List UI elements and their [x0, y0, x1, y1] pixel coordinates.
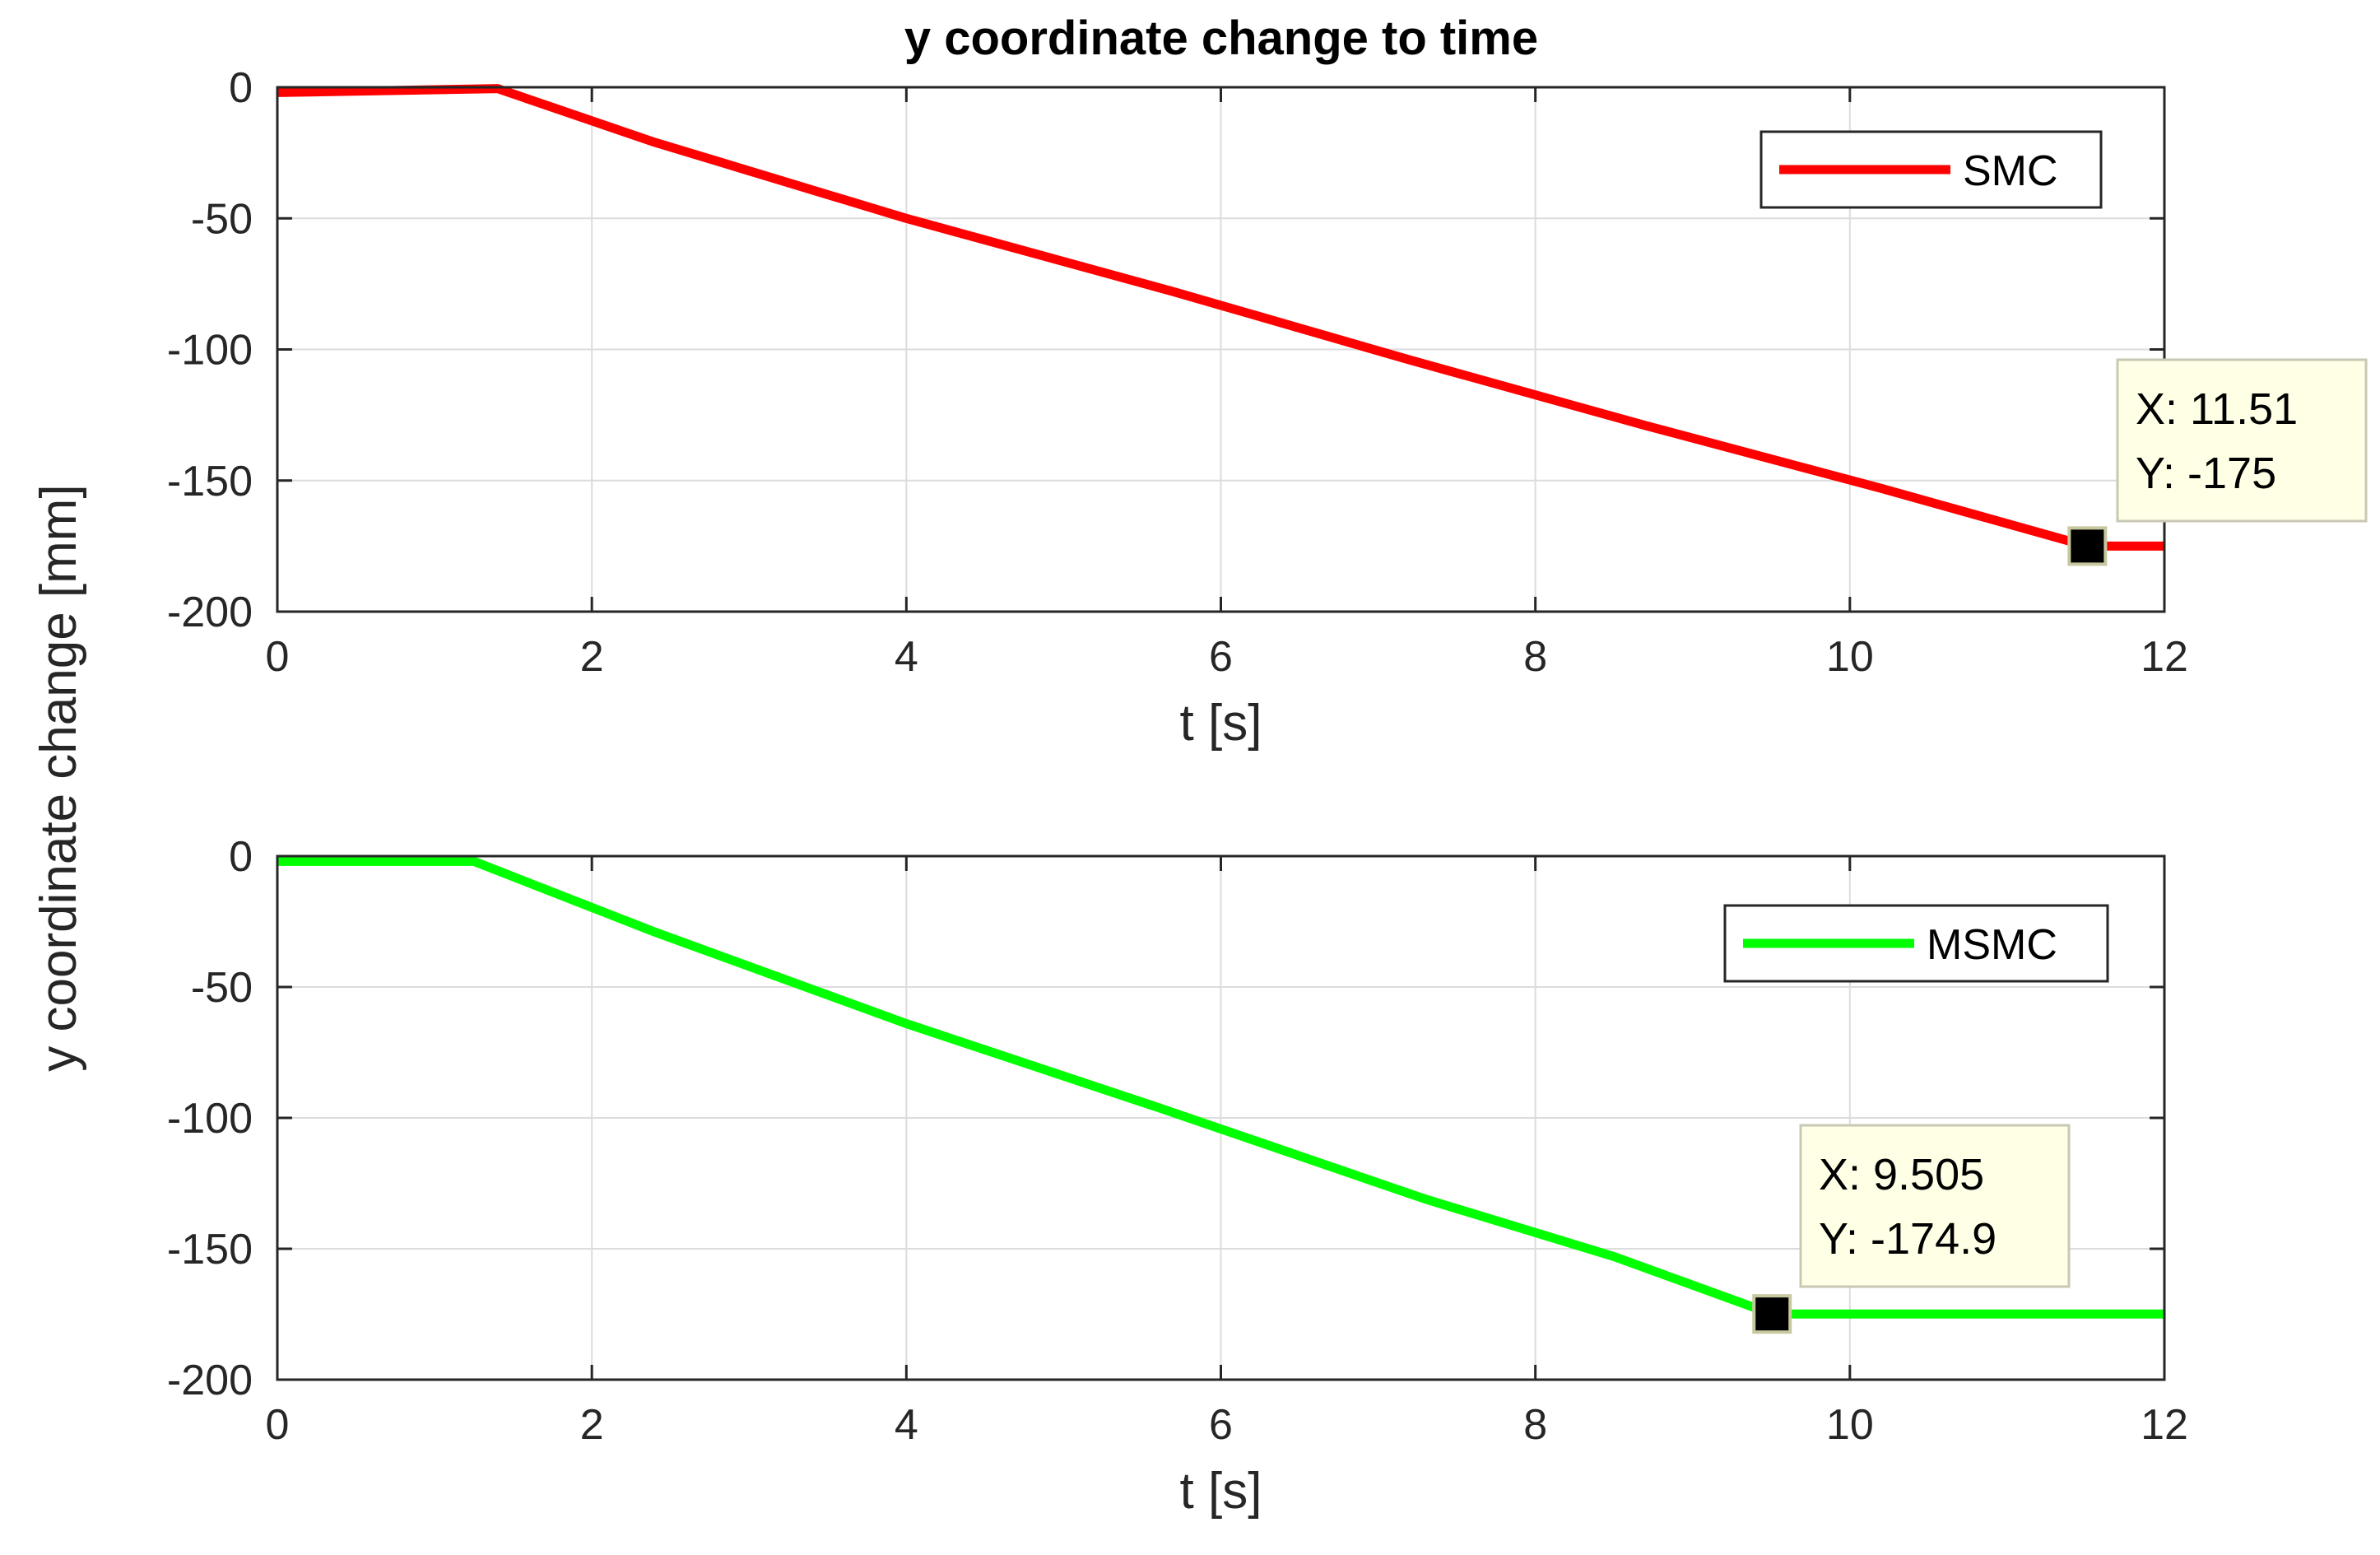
- legend-label: SMC: [1963, 147, 2058, 195]
- x-tick-label: 2: [580, 1401, 604, 1449]
- plots: 0 2 4 6 8 10 12 0 -50 -100 -150 -200 t [s] X: 11.51 Y:…: [167, 64, 2368, 1520]
- x-tick-label: 6: [1209, 1401, 1233, 1449]
- x-tick-label: 6: [1209, 633, 1233, 681]
- x-tick-label: 8: [1523, 633, 1547, 681]
- x-tick-label: 2: [580, 633, 604, 681]
- axes-box: [276, 854, 2166, 1381]
- x-tick-label: 0: [266, 633, 290, 681]
- data-tip-marker: [1752, 1294, 1792, 1334]
- y-tick-label: -200: [167, 1357, 253, 1404]
- data-tip-x: X: 9.505: [1819, 1150, 1984, 1199]
- x-tick-label: 10: [1826, 633, 1874, 681]
- series-line-msmc: [277, 856, 2164, 1319]
- y-tick-label: -200: [167, 589, 253, 636]
- y-tick-label: -100: [167, 1095, 253, 1143]
- data-tip-marker: [2067, 526, 2108, 566]
- data-tip-y: Y: -174.9: [1819, 1214, 1997, 1264]
- x-axis-label: t [s]: [1180, 1463, 1262, 1520]
- data-tip-box: [1799, 1124, 2071, 1288]
- x-axis-label: t [s]: [1180, 695, 1262, 752]
- x-tick-label: 12: [2141, 1401, 2188, 1449]
- axes-box: [276, 86, 2166, 613]
- y-axis-label: y coordinate change [mm]: [30, 484, 87, 1071]
- data-tip-x: X: 11.51: [2136, 384, 2298, 434]
- y-tick-label: -150: [167, 1226, 253, 1273]
- data-tip-y: Y: -175: [2136, 449, 2276, 498]
- y-tick-label: -150: [167, 458, 253, 505]
- subplot-1: 0 2 4 6 8 10 12 0 -50 -100 -150 -200 t [s] X: 11.51 Y:…: [167, 64, 2368, 752]
- x-tick-label: 0: [266, 1401, 290, 1449]
- y-tick-label: 0: [229, 833, 253, 881]
- y-tick-label: -100: [167, 327, 253, 375]
- x-tick-label: 4: [895, 633, 918, 681]
- y-tick-label: -50: [191, 964, 253, 1012]
- y-tick-label: -50: [191, 195, 253, 243]
- legend-box: [1723, 904, 2109, 983]
- series-line-smc: [277, 84, 2164, 551]
- y-tick-label: 0: [229, 64, 253, 112]
- figure-title: y coordinate change to time: [904, 12, 1538, 65]
- x-tick-label: 12: [2141, 633, 2188, 681]
- subplot-2: 0 2 4 6 8 10 12 0 -50 -100 -150 -200 t [s] X: 9.505 Y:…: [167, 833, 2188, 1520]
- x-tick-label: 8: [1523, 1401, 1547, 1449]
- x-tick-label: 10: [1826, 1401, 1874, 1449]
- data-tip-box: [2116, 358, 2368, 523]
- legend-label: MSMC: [1927, 921, 2057, 969]
- x-tick-label: 4: [895, 1401, 918, 1449]
